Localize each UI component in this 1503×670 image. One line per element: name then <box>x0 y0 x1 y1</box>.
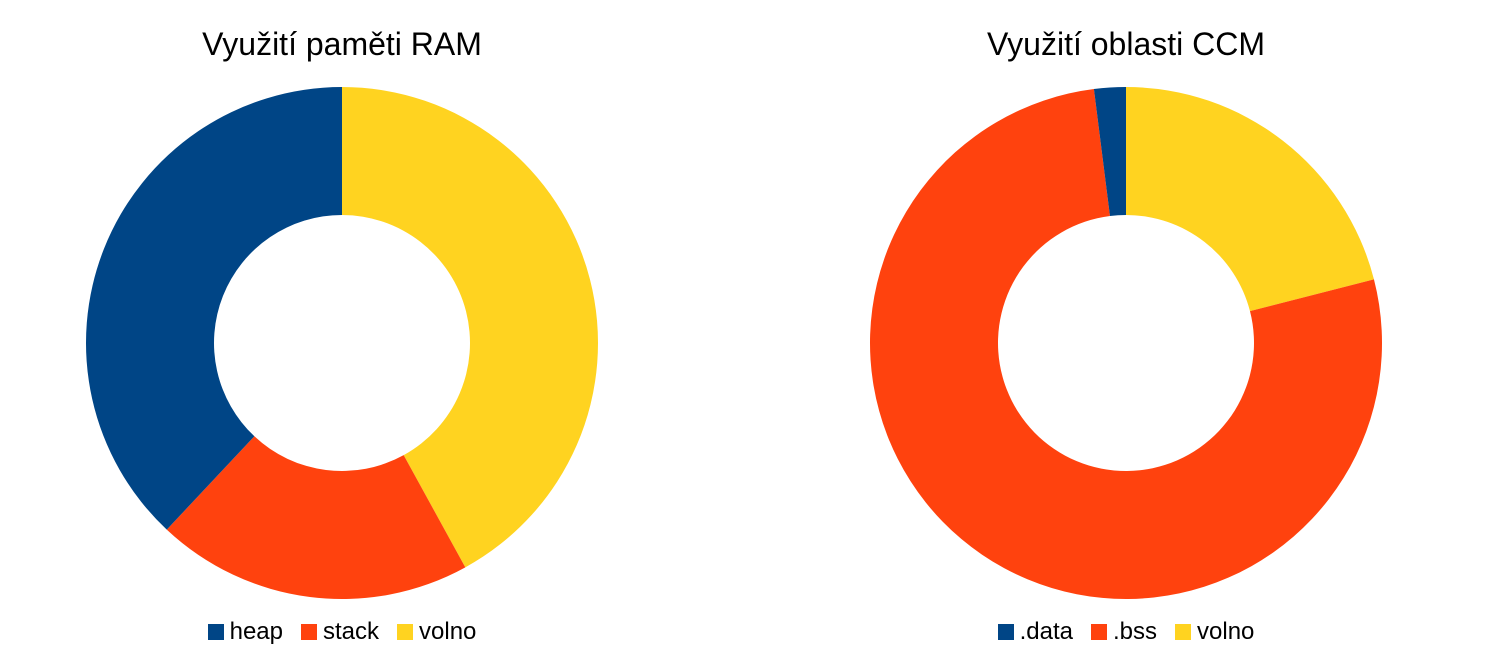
legend-item: heap <box>207 618 283 646</box>
slice-bss <box>869 89 1382 599</box>
donut-chart <box>86 87 599 599</box>
legend-swatch <box>1091 624 1107 640</box>
legend-item: .data <box>997 618 1073 646</box>
legend-swatch <box>1175 624 1192 640</box>
slice-heap <box>86 87 342 530</box>
legend-swatch <box>301 624 317 640</box>
chart-ccm: Využití oblasti CCM .data .bss volno <box>766 0 1486 670</box>
legend-label: .bss <box>1113 618 1158 645</box>
legend-label: heap <box>229 618 283 645</box>
chart-ram: Využití paměti RAM heap stack volno <box>0 0 702 670</box>
legend-label: stack <box>323 618 380 645</box>
slice-volno <box>1126 87 1374 312</box>
slice-data <box>1093 87 1126 217</box>
legend-item: volno <box>1175 618 1254 646</box>
legend: heap stack volno <box>0 618 702 646</box>
legend-item: stack <box>301 618 379 646</box>
legend-swatch <box>397 624 414 640</box>
legend-label: .data <box>1019 618 1073 645</box>
slice-volno <box>342 87 599 568</box>
legend-swatch <box>207 624 224 640</box>
legend-item: volno <box>397 618 476 646</box>
legend: .data .bss volno <box>766 618 1486 646</box>
legend-label: volno <box>1197 618 1255 645</box>
slice-stack <box>166 436 466 599</box>
legend-label: volno <box>419 618 477 645</box>
donut-chart <box>869 87 1382 599</box>
chart-title: Využití oblasti CCM <box>987 26 1265 62</box>
legend-item: .bss <box>1091 618 1157 646</box>
legend-swatch <box>997 624 1014 640</box>
chart-title: Využití paměti RAM <box>202 26 482 62</box>
